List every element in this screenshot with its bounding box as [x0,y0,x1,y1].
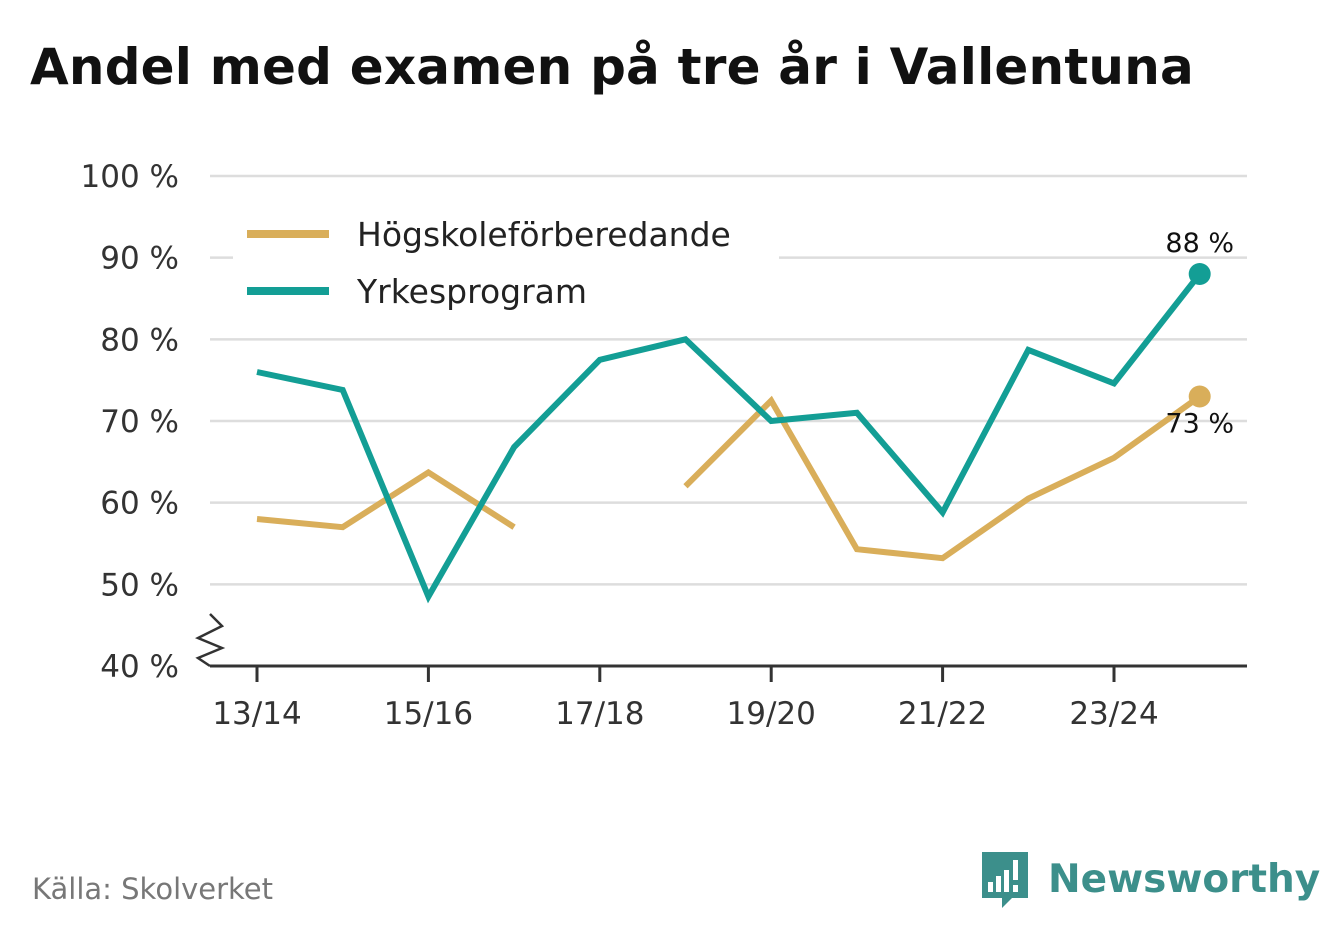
brand-name: Newsworthy [1048,856,1321,902]
legend-background [233,206,779,324]
series-line [683,394,1202,562]
series-end-marker [1188,263,1211,285]
y-tick-label: 60 % [100,486,179,522]
y-tick-label: 100 % [81,159,179,195]
chart-title: Andel med examen på tre år i Vallentuna [30,38,1194,96]
x-tick-label: 21/22 [898,696,987,732]
y-tick-labels: 40 % 50 % 60 % 70 % 80 % 90 % 100 % [81,159,179,685]
x-tick-labels: 13/14 15/16 17/18 19/20 21/22 23/24 [212,696,1158,732]
newsworthy-logo-icon [982,852,1028,908]
legend: Högskoleförberedande Yrkesprogram [233,206,779,324]
end-value-label: 73 % [1165,409,1234,440]
x-tick-label: 15/16 [384,696,473,732]
axis-break-mark [194,613,226,668]
series-line [256,272,1203,604]
x-tick-label: 23/24 [1069,696,1158,732]
x-tick-label: 19/20 [727,696,816,732]
y-tick-label: 70 % [100,404,179,440]
y-tick-label: 50 % [100,567,179,603]
series-end-marker [1188,385,1211,408]
axes [194,613,1247,682]
end-value-label: 88 % [1165,228,1234,259]
legend-label: Högskoleförberedande [357,215,731,254]
legend-label: Yrkesprogram [356,272,587,311]
y-tick-label: 90 % [100,241,179,277]
series [256,263,1211,604]
x-tick-label: 13/14 [212,696,301,732]
end-labels: 73 % 88 % [1165,228,1234,440]
y-tick-label: 40 % [100,649,179,685]
brand-logo[interactable]: Newsworthy [980,848,1320,910]
source-note: Källa: Skolverket [32,872,274,906]
x-tick-label: 17/18 [555,696,644,732]
y-tick-label: 80 % [100,322,179,358]
